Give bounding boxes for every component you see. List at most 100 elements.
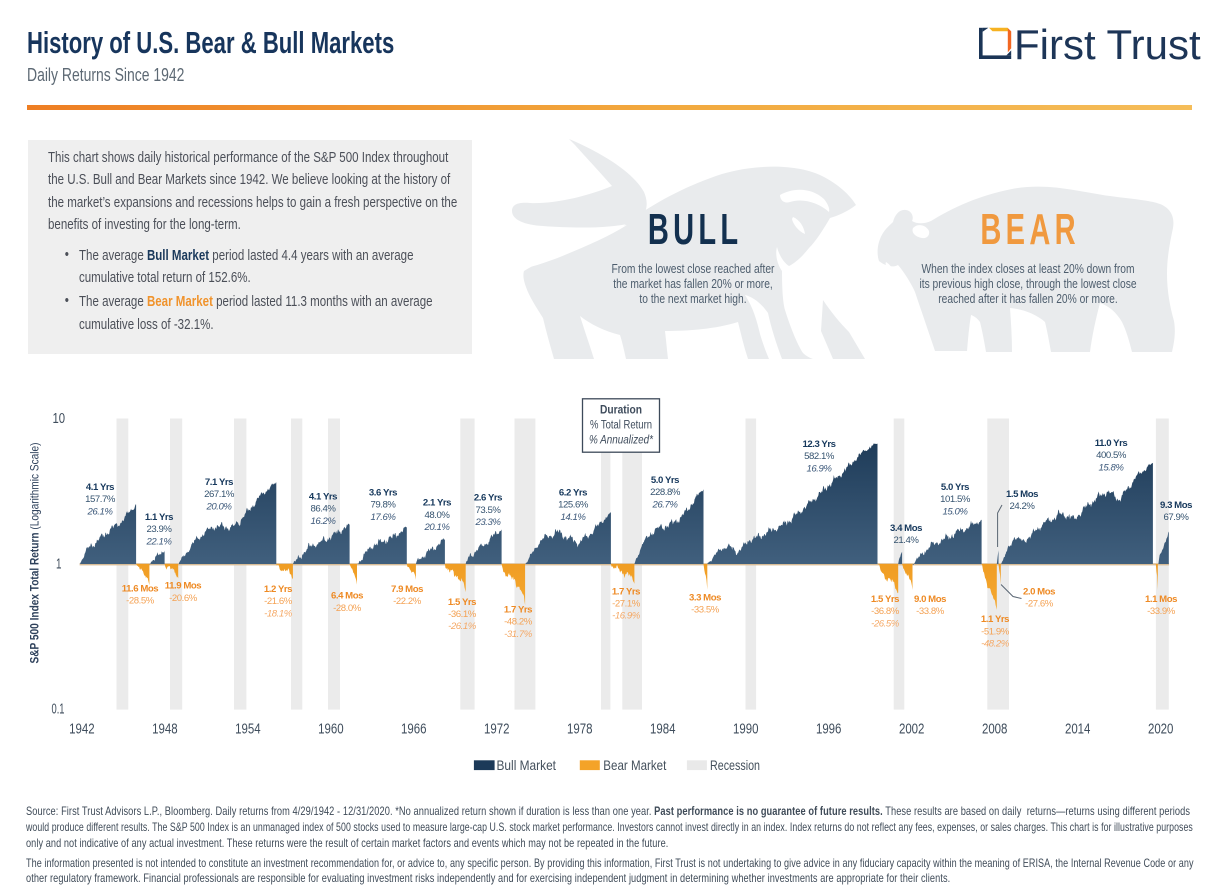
svg-text:1984: 1984 [650,722,676,738]
svg-text:2020: 2020 [1148,722,1174,738]
svg-text:86.4%: 86.4% [311,504,337,515]
svg-text:21.4%: 21.4% [894,535,920,546]
svg-text:11.6 Mos: 11.6 Mos [122,584,159,595]
svg-text:4.1 Yrs: 4.1 Yrs [309,492,337,503]
svg-text:20.1%: 20.1% [424,522,451,533]
svg-text:1.1 Yrs: 1.1 Yrs [981,614,1009,625]
svg-text:1978: 1978 [567,722,593,738]
svg-text:2.1 Yrs: 2.1 Yrs [423,498,451,509]
svg-text:6.2 Yrs: 6.2 Yrs [559,487,587,498]
svg-text:-20.6%: -20.6% [169,593,198,604]
svg-text:2008: 2008 [982,722,1008,738]
svg-text:2002: 2002 [899,722,925,738]
svg-text:1948: 1948 [152,722,178,738]
svg-text:7.9 Mos: 7.9 Mos [391,584,423,595]
svg-text:9.3 Mos: 9.3 Mos [1160,500,1192,511]
svg-text:1996: 1996 [816,722,842,738]
svg-text:-48.2%: -48.2% [981,639,1010,650]
svg-text:Duration: Duration [600,405,642,417]
svg-text:5.0 Yrs: 5.0 Yrs [941,482,969,493]
svg-text:-18.1%: -18.1% [264,608,293,619]
svg-text:26.1%: 26.1% [87,506,114,517]
svg-text:5.0 Yrs: 5.0 Yrs [651,475,679,486]
svg-text:228.8%: 228.8% [650,487,681,498]
svg-text:-21.6%: -21.6% [264,596,293,607]
svg-text:7.1 Yrs: 7.1 Yrs [205,477,233,488]
svg-text:157.7%: 157.7% [85,494,116,505]
svg-text:-33.9%: -33.9% [1147,606,1176,617]
svg-text:1954: 1954 [235,722,261,738]
svg-text:1.1 Mos: 1.1 Mos [1145,594,1177,605]
svg-text:6.4 Mos: 6.4 Mos [331,591,363,602]
svg-text:1960: 1960 [318,722,344,738]
svg-text:79.8%: 79.8% [371,500,397,511]
svg-text:1942: 1942 [69,722,95,738]
svg-text:582.1%: 582.1% [804,451,835,462]
svg-text:-28.0%: -28.0% [333,603,362,614]
svg-text:101.5%: 101.5% [940,494,971,505]
svg-text:400.5%: 400.5% [1096,450,1127,461]
svg-text:1.5 Mos: 1.5 Mos [1006,489,1038,500]
svg-text:3.6 Yrs: 3.6 Yrs [369,487,397,498]
svg-text:14.1%: 14.1% [561,512,587,523]
svg-text:1.1 Yrs: 1.1 Yrs [145,512,173,523]
svg-text:-27.6%: -27.6% [1025,599,1054,610]
svg-text:0.1: 0.1 [52,702,65,718]
svg-text:1.2 Yrs: 1.2 Yrs [264,584,292,595]
svg-text:48.0%: 48.0% [425,510,451,521]
svg-text:3.4 Mos: 3.4 Mos [890,523,922,534]
svg-text:-48.2%: -48.2% [504,617,533,628]
svg-text:12.3 Yrs: 12.3 Yrs [802,439,835,450]
svg-text:Bear Market: Bear Market [603,758,666,773]
svg-text:1.7 Yrs: 1.7 Yrs [612,586,640,597]
svg-text:-33.5%: -33.5% [691,605,720,616]
svg-text:9.0 Mos: 9.0 Mos [914,594,946,605]
svg-text:16.2%: 16.2% [311,516,337,527]
svg-text:-36.8%: -36.8% [871,606,900,617]
svg-text:S&P 500 Index Total Return (Lo: S&P 500 Index Total Return (Logarithmic … [29,442,42,663]
svg-text:11.0 Yrs: 11.0 Yrs [1095,438,1128,449]
svg-text:1: 1 [56,557,62,573]
svg-text:-26.1%: -26.1% [448,621,477,632]
svg-text:11.9 Mos: 11.9 Mos [165,581,202,592]
svg-text:23.9%: 23.9% [147,524,173,535]
svg-text:22.1%: 22.1% [146,536,173,547]
svg-text:15.8%: 15.8% [1099,462,1125,473]
svg-text:1966: 1966 [401,722,427,738]
svg-text:1.5 Yrs: 1.5 Yrs [871,594,899,605]
svg-text:-51.9%: -51.9% [981,626,1010,637]
svg-text:2014: 2014 [1065,722,1091,738]
svg-text:% Total Return: % Total Return [590,420,652,432]
svg-text:-31.7%: -31.7% [504,629,533,640]
svg-text:17.6%: 17.6% [371,512,397,523]
svg-text:Bull Market: Bull Market [497,758,557,773]
svg-text:-22.2%: -22.2% [393,596,422,607]
svg-text:Recession: Recession [710,758,760,773]
svg-text:10: 10 [53,411,66,427]
svg-text:267.1%: 267.1% [204,489,235,500]
svg-text:1990: 1990 [733,722,759,738]
svg-text:1.5 Yrs: 1.5 Yrs [448,597,476,608]
svg-text:73.5%: 73.5% [476,505,502,516]
svg-text:125.6%: 125.6% [558,500,589,511]
svg-text:-16.9%: -16.9% [612,611,641,622]
svg-text:2.6 Yrs: 2.6 Yrs [474,493,502,504]
svg-text:16.9%: 16.9% [807,463,833,474]
svg-text:23.3%: 23.3% [475,517,502,528]
svg-text:-33.8%: -33.8% [916,606,945,617]
svg-text:24.2%: 24.2% [1010,501,1036,512]
svg-text:67.9%: 67.9% [1164,512,1190,523]
svg-text:26.7%: 26.7% [652,499,679,510]
svg-text:1.7 Yrs: 1.7 Yrs [504,604,532,615]
svg-text:-36.1%: -36.1% [448,609,477,620]
svg-text:-26.5%: -26.5% [871,618,900,629]
svg-text:-28.5%: -28.5% [126,596,155,607]
svg-text:20.0%: 20.0% [206,501,233,512]
svg-text:-27.1%: -27.1% [612,599,641,610]
svg-text:4.1 Yrs: 4.1 Yrs [86,482,114,493]
svg-text:1972: 1972 [484,722,510,738]
svg-text:3.3 Mos: 3.3 Mos [689,592,721,603]
svg-text:2.0 Mos: 2.0 Mos [1023,586,1055,597]
svg-text:% Annualized*: % Annualized* [589,435,653,447]
svg-text:15.0%: 15.0% [943,506,969,517]
